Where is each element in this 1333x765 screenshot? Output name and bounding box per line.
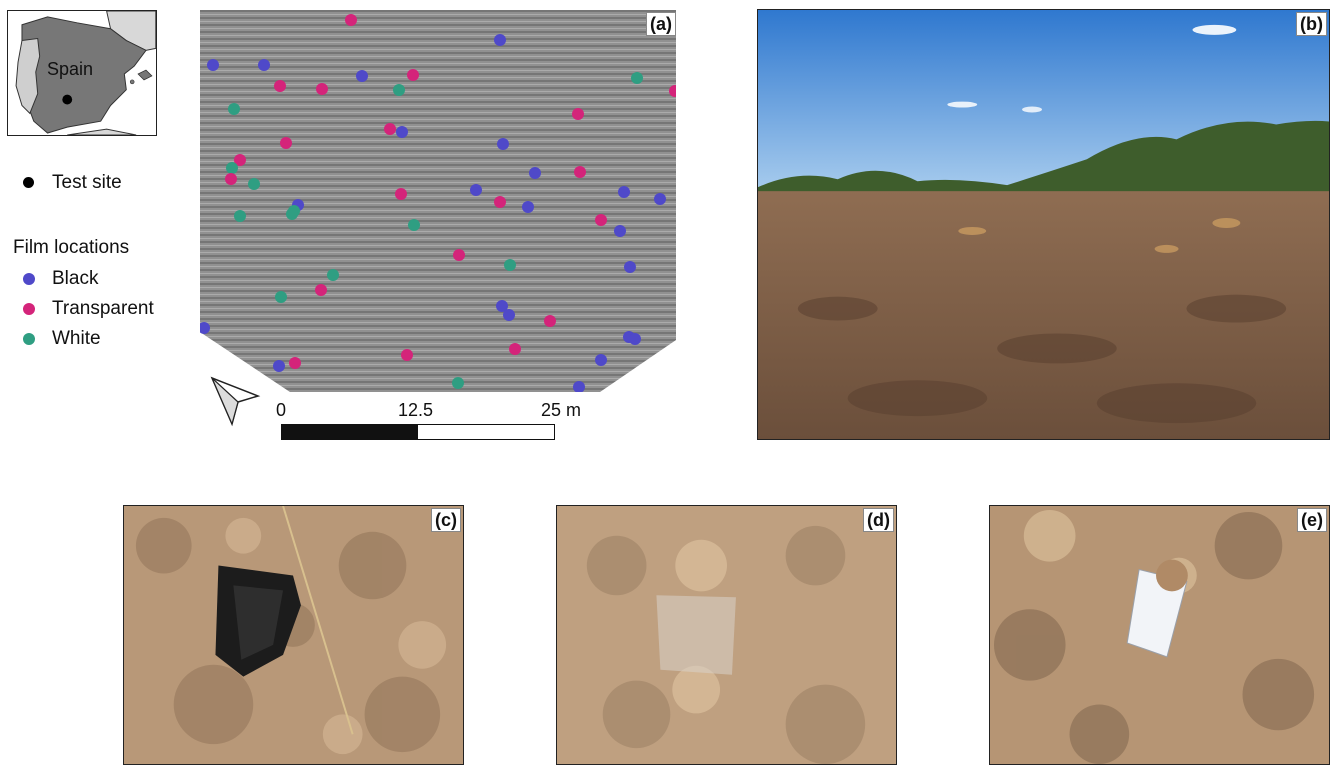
black-film-marker — [614, 225, 626, 237]
transparent-film-photo: (d) — [556, 505, 897, 765]
black-film-marker — [503, 309, 515, 321]
legend-film-title: Film locations — [13, 237, 130, 258]
transparent-film-marker — [669, 85, 676, 97]
transparent-film-marker — [509, 343, 521, 355]
white-film-marker — [226, 162, 238, 174]
field-landscape-photo: (b) — [757, 9, 1330, 440]
transparent-film-marker — [574, 166, 586, 178]
transparent-film-marker — [453, 249, 465, 261]
north-arrow-icon — [208, 372, 264, 428]
black-film-marker — [396, 126, 408, 138]
transparent-film-marker — [395, 188, 407, 200]
transparent-film-marker — [401, 349, 413, 361]
transparent-film-marker — [274, 80, 286, 92]
iberia-map-icon — [8, 11, 156, 135]
white-film-marker — [393, 84, 405, 96]
white-film-marker — [248, 178, 260, 190]
transparent-film-marker — [315, 284, 327, 296]
black-film-marker — [207, 59, 219, 71]
white-film-marker — [228, 103, 240, 115]
test-site-dot-icon — [23, 177, 34, 188]
transparent-film-marker — [225, 173, 237, 185]
inset-map — [7, 10, 157, 136]
black-film-marker — [496, 300, 508, 312]
panel-a-label: (a) — [646, 12, 676, 36]
scale-bar-black-segment — [282, 425, 418, 439]
transparent-film-marker — [345, 14, 357, 26]
transparent-film-marker — [316, 83, 328, 95]
black-film-marker — [470, 184, 482, 196]
transparent-film-marker — [384, 123, 396, 135]
legend-item-black: Black — [52, 268, 99, 289]
black-film-marker — [356, 70, 368, 82]
black-film-marker — [258, 59, 270, 71]
aerial-orthophoto — [200, 10, 676, 392]
white-film-marker — [327, 269, 339, 281]
white-film-marker — [234, 210, 246, 222]
aerial-orthophoto-panel: (a) — [200, 10, 676, 392]
black-film-marker — [654, 193, 666, 205]
black-film-marker — [629, 333, 641, 345]
legend-black-dot-icon — [23, 273, 35, 285]
panel-d-label: (d) — [863, 508, 894, 532]
white-film-marker — [408, 219, 420, 231]
white-film-marker — [452, 377, 464, 389]
black-film-marker — [497, 138, 509, 150]
black-film-marker — [494, 34, 506, 46]
white-film-marker — [275, 291, 287, 303]
black-film-photo: (c) — [123, 505, 464, 765]
white-film-marker — [286, 208, 298, 220]
scale-tick-0: 0 — [276, 400, 287, 420]
film-markers — [200, 14, 676, 392]
legend-site-label: Test site — [52, 172, 122, 193]
transparent-film-marker — [289, 357, 301, 369]
black-film-marker — [522, 201, 534, 213]
white-film-marker — [504, 259, 516, 271]
black-film-marker — [273, 360, 285, 372]
panel-e-label: (e) — [1297, 508, 1327, 532]
scale-tick-mid: 12.5 — [398, 400, 434, 420]
scale-tick-end: 25 m — [541, 400, 582, 420]
scale-bar — [281, 424, 555, 440]
transparent-film-marker — [544, 315, 556, 327]
legend-white-dot-icon — [23, 333, 35, 345]
transparent-film-marker — [234, 154, 246, 166]
black-film-marker — [595, 354, 607, 366]
inset-country-label: Spain — [47, 59, 94, 79]
black-film-marker — [200, 322, 210, 334]
transparent-film-marker — [407, 69, 419, 81]
legend-item-white: White — [52, 328, 101, 349]
transparent-film-marker — [494, 196, 506, 208]
white-film-photo: (e) — [989, 505, 1330, 765]
transparent-film-marker — [572, 108, 584, 120]
legend-item-transparent: Transparent — [52, 298, 154, 319]
black-film-marker — [618, 186, 630, 198]
test-site-marker — [62, 94, 73, 105]
transparent-film-marker — [595, 214, 607, 226]
legend-transparent-dot-icon — [23, 303, 35, 315]
black-film-marker — [529, 167, 541, 179]
panel-c-label: (c) — [431, 508, 461, 532]
transparent-film-marker — [280, 137, 292, 149]
white-film-marker — [631, 72, 643, 84]
panel-b-label: (b) — [1296, 12, 1327, 36]
black-film-marker — [624, 261, 636, 273]
black-film-marker — [573, 381, 585, 392]
